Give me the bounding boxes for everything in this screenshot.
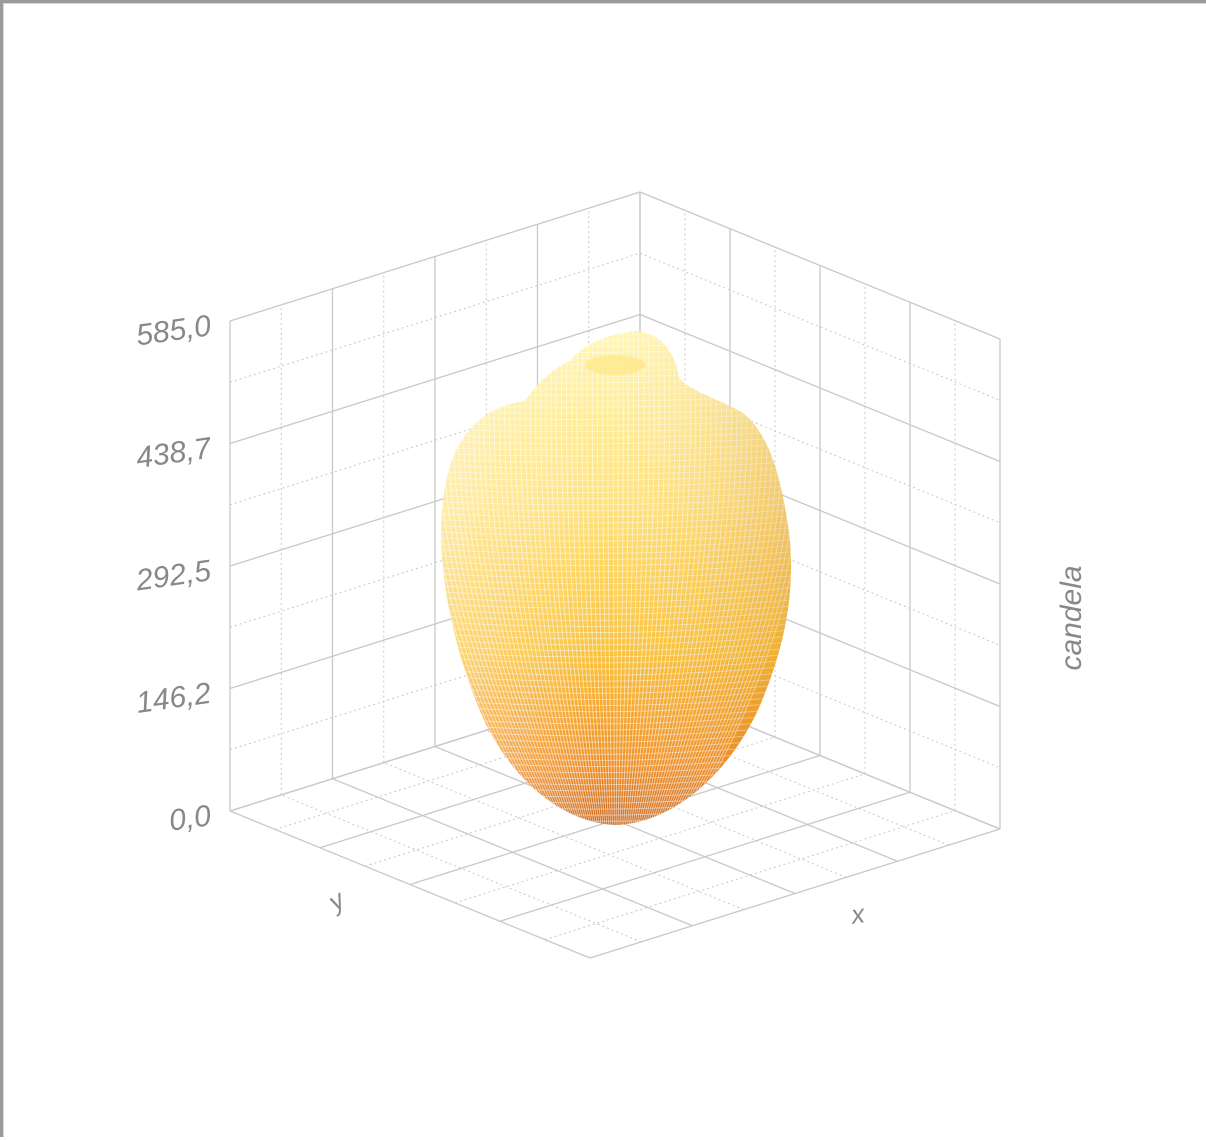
floor-gridline [499,791,911,922]
left-wall-horizontal-gridline [229,313,641,445]
left-wall-horizontal-gridline [229,191,641,322]
floor-gridline [589,828,1001,959]
left-wall-horizontal-gridline [229,252,641,383]
left-wall-horizontal-gridline [229,375,641,506]
z-tick-label: 146,2 [134,677,213,720]
x-axis-label: x [847,898,867,930]
z-tick-label: 0,0 [167,799,213,838]
z-tick-label: 292,5 [133,554,213,597]
right-wall-horizontal-gridline [639,313,1001,463]
floor-gridline [364,736,776,867]
floor-gridline [544,810,956,941]
z-axis-label: candela [1055,565,1088,670]
left-wall-horizontal-gridline [229,620,641,751]
z-tick-label: 438,7 [134,432,214,475]
z-tick-label: 585,0 [134,309,213,352]
left-wall-horizontal-gridline [229,497,641,628]
floor-gridline [274,699,686,830]
surface-top-rim [585,355,645,375]
z-tick-labels: 0,0 146,2 292,5 438,7 585,0 [133,309,214,838]
right-wall-horizontal-gridline [639,191,1001,340]
y-axis-label: y [321,883,351,917]
floor-gridline [454,773,866,904]
intensity-surface [423,331,803,840]
surface-shading [441,331,792,825]
mesh-latitude [441,331,792,335]
surface-plot: 0,0 146,2 292,5 438,7 585,0 candela y x [133,191,1088,959]
mesh-latitude [423,827,803,840]
